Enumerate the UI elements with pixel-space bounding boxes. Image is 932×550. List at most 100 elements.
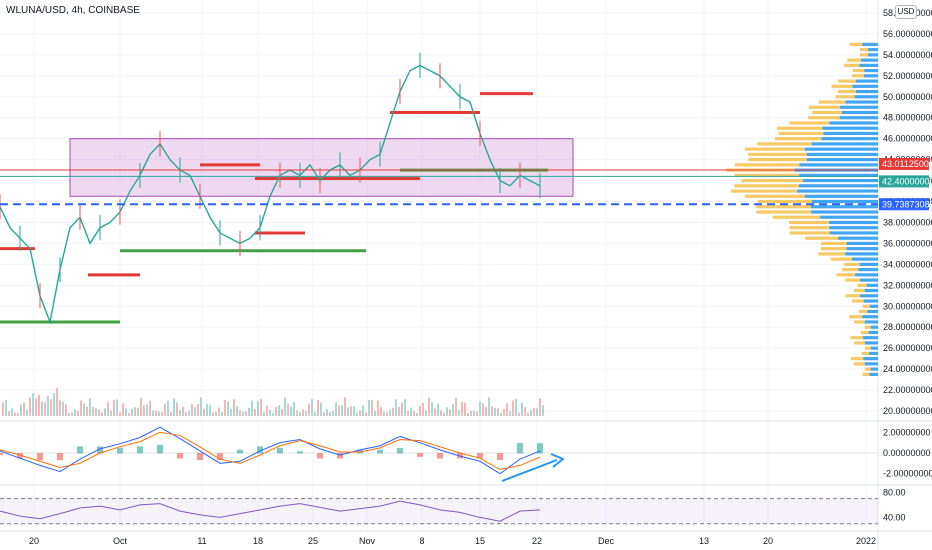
volume-profile-bar bbox=[845, 278, 861, 282]
volume-profile-bar bbox=[854, 341, 865, 345]
volume-bar bbox=[182, 406, 184, 416]
macd-histogram-bar bbox=[97, 446, 103, 454]
volume-bar bbox=[269, 409, 271, 416]
volume-profile-bar bbox=[860, 278, 878, 282]
volume-bar bbox=[344, 397, 346, 416]
volume-profile-bar bbox=[862, 336, 878, 340]
volume-profile-bar bbox=[844, 262, 860, 266]
macd-histogram-bar bbox=[0, 453, 3, 456]
volume-profile-bar bbox=[734, 173, 800, 177]
volume-bar bbox=[107, 402, 109, 416]
volume-bar bbox=[407, 410, 409, 416]
volume-profile-bar bbox=[756, 210, 812, 214]
price-axis-tick: 54.00000000 bbox=[883, 50, 932, 60]
volume-profile-bar bbox=[802, 178, 878, 183]
price-tag-bg bbox=[879, 157, 929, 170]
volume-bar bbox=[314, 412, 316, 416]
volume-profile-bar bbox=[851, 299, 864, 303]
volume-bar bbox=[335, 402, 337, 416]
volume-bar bbox=[410, 407, 412, 416]
volume-profile-bar bbox=[734, 163, 800, 167]
macd-histogram-bar bbox=[477, 453, 483, 459]
volume-profile-bar bbox=[820, 215, 878, 219]
volume-bar bbox=[278, 405, 280, 416]
volume-bar bbox=[77, 411, 79, 416]
time-axis-tick: 20 bbox=[763, 536, 773, 546]
rsi-axis-tick: 40.00 bbox=[883, 512, 906, 522]
volume-profile-bar bbox=[837, 236, 878, 240]
volume-profile-bar bbox=[851, 257, 878, 261]
volume-bar bbox=[218, 407, 220, 416]
volume-bar bbox=[59, 400, 61, 416]
volume-profile-bar bbox=[862, 42, 878, 47]
volume-profile-bar bbox=[744, 194, 805, 198]
volume-bar bbox=[2, 402, 4, 416]
volume-bar bbox=[347, 407, 349, 416]
volume-profile-bar bbox=[818, 252, 846, 256]
volume-profile-bar bbox=[851, 357, 864, 361]
volume-profile-bar bbox=[870, 325, 878, 329]
volume-bar bbox=[527, 412, 529, 416]
volume-bar bbox=[8, 411, 10, 416]
volume-bar bbox=[125, 408, 127, 416]
volume-profile-bar bbox=[842, 268, 859, 272]
volume-bar bbox=[158, 411, 160, 416]
volume-profile-bar bbox=[864, 346, 871, 350]
volume-bar bbox=[491, 406, 493, 416]
volume-profile-bar bbox=[868, 330, 878, 335]
volume-bar bbox=[476, 411, 478, 416]
price-tag-label: 43.01125000 bbox=[882, 159, 932, 169]
volume-profile-bar bbox=[859, 53, 869, 57]
price-tag-bg bbox=[879, 198, 929, 211]
macd-histogram-bar bbox=[277, 448, 283, 454]
currency-button[interactable]: USD bbox=[895, 5, 917, 19]
volume-bar bbox=[71, 412, 73, 416]
time-axis-tick: 11 bbox=[197, 536, 206, 546]
volume-bar bbox=[41, 401, 43, 416]
volume-bar bbox=[113, 399, 115, 416]
volume-bar bbox=[134, 407, 136, 416]
price-axis-tick: 48.00000000 bbox=[883, 113, 932, 123]
volume-profile-bar bbox=[731, 189, 798, 193]
volume-profile-bar bbox=[799, 173, 878, 177]
volume-bar bbox=[146, 404, 148, 416]
price-axis[interactable]: 58.0000000056.0000000054.0000000052.0000… bbox=[883, 8, 932, 522]
volume-bar bbox=[464, 402, 466, 416]
volume-bar bbox=[23, 402, 25, 416]
price-axis-tick: 36.00000000 bbox=[883, 238, 932, 248]
rsi-band bbox=[0, 498, 878, 524]
volume-bar bbox=[44, 401, 46, 416]
volume-profile-bar bbox=[831, 84, 853, 88]
volume-bar bbox=[104, 408, 106, 416]
volume-bar bbox=[200, 397, 202, 416]
volume-profile-bar bbox=[864, 325, 871, 329]
volume-profile-bar bbox=[823, 131, 878, 136]
volume-bar bbox=[467, 412, 469, 416]
time-axis-tick: 2022 bbox=[856, 536, 876, 546]
volume-bar bbox=[62, 401, 64, 416]
volume-bar bbox=[74, 409, 76, 416]
volume-bar bbox=[287, 403, 289, 416]
trend-arrow-line bbox=[501, 459, 558, 482]
volume-bar bbox=[329, 412, 331, 416]
price-axis-tick: 50.00000000 bbox=[883, 92, 932, 102]
volume-bar bbox=[101, 412, 103, 416]
volume-profile-bar bbox=[852, 74, 864, 78]
volume-profile-bar bbox=[863, 74, 878, 78]
volume-bar bbox=[377, 400, 379, 416]
volume-profile-bar bbox=[845, 100, 878, 104]
volume-bar bbox=[119, 412, 121, 416]
macd-histogram-bar bbox=[517, 443, 523, 454]
volume-bar bbox=[161, 412, 163, 416]
volume-profile-bar bbox=[757, 199, 812, 204]
macd-axis-tick: 2.00000000 bbox=[883, 427, 931, 437]
price-axis-tick: 56.00000000 bbox=[883, 29, 932, 39]
macd-line bbox=[0, 426, 541, 475]
macd-histogram-bar bbox=[397, 448, 403, 454]
volume-bar bbox=[14, 412, 16, 416]
volume-bar bbox=[359, 410, 361, 416]
volume-bar bbox=[500, 412, 502, 416]
volume-bar bbox=[17, 412, 19, 416]
time-axis[interactable]: 20 Oct 11 18 25 Nov 8 15 22 Dec 13 20 2022 bbox=[29, 536, 876, 546]
